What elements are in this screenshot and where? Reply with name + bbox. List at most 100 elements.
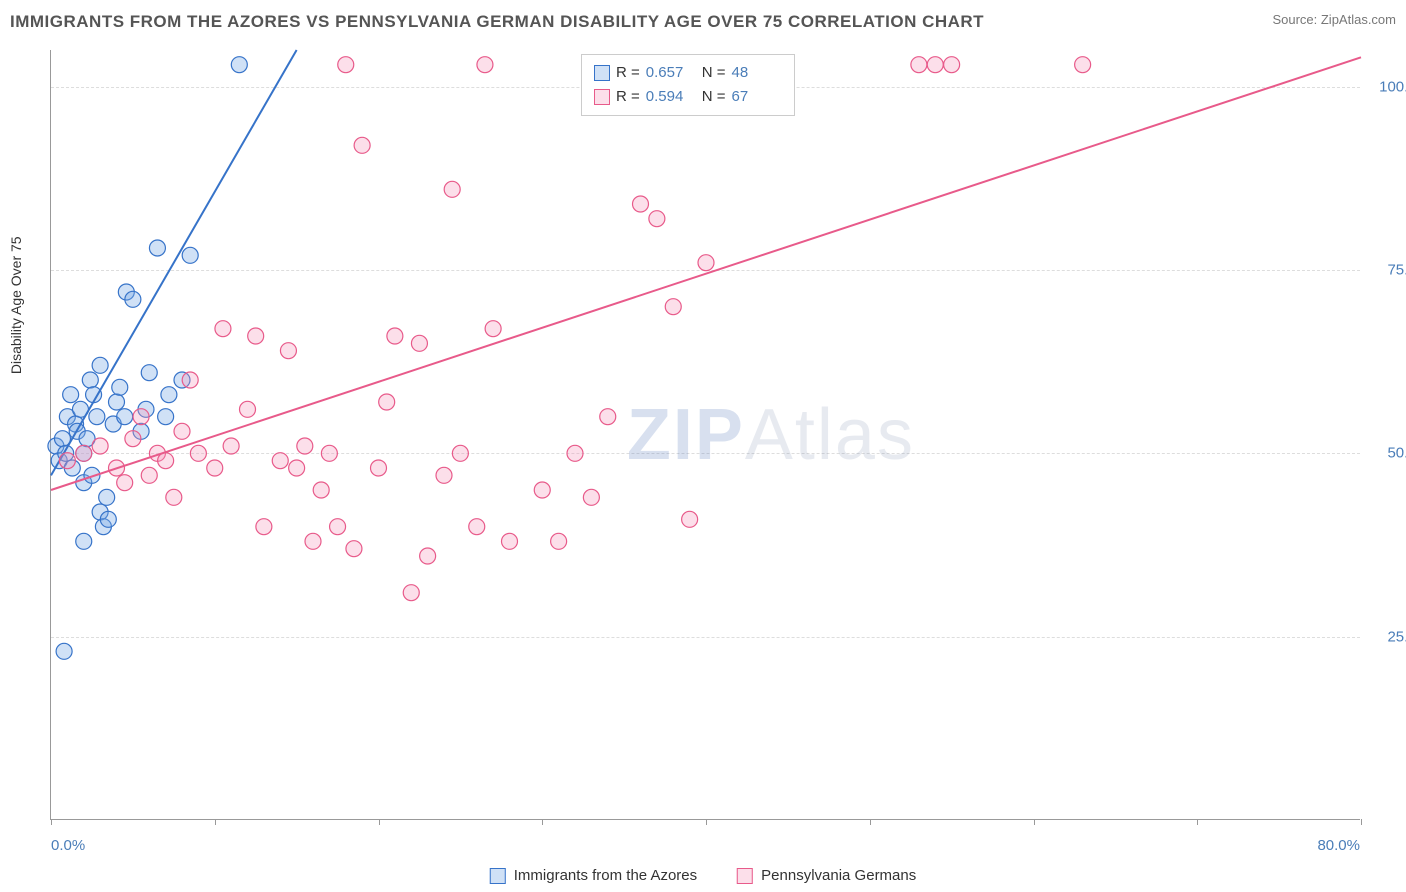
scatter-point [149, 240, 165, 256]
legend-swatch [737, 868, 753, 884]
legend-swatch [594, 65, 610, 81]
scatter-point [109, 394, 125, 410]
scatter-point [1075, 57, 1091, 73]
source-label: Source: [1272, 12, 1320, 27]
x-axis-min: 0.0% [51, 837, 85, 854]
scatter-point [698, 255, 714, 271]
scatter-point [436, 467, 452, 483]
scatter-point [444, 181, 460, 197]
scatter-point [231, 57, 247, 73]
r-value: 0.657 [646, 61, 696, 85]
scatter-point [182, 372, 198, 388]
x-axis-max: 80.0% [1317, 837, 1360, 854]
scatter-svg [51, 50, 1360, 819]
scatter-point [403, 585, 419, 601]
n-value: 67 [732, 85, 782, 109]
scatter-point [89, 409, 105, 425]
scatter-point [600, 409, 616, 425]
source-attribution: Source: ZipAtlas.com [1272, 12, 1396, 27]
x-tick-mark [1197, 819, 1198, 825]
scatter-point [502, 533, 518, 549]
n-label: N = [702, 85, 726, 109]
x-tick-mark [215, 819, 216, 825]
scatter-point [117, 409, 133, 425]
scatter-point [927, 57, 943, 73]
series-label: Immigrants from the Azores [514, 867, 697, 884]
legend-swatch [490, 868, 506, 884]
chart-title: IMMIGRANTS FROM THE AZORES VS PENNSYLVAN… [10, 12, 984, 32]
scatter-point [469, 519, 485, 535]
x-axis-labels: 0.0% 80.0% [51, 837, 1360, 854]
x-tick-mark [1361, 819, 1362, 825]
chart-plot-area: Disability Age Over 75 25.0%50.0%75.0%10… [50, 50, 1360, 820]
scatter-point [182, 247, 198, 263]
scatter-point [256, 519, 272, 535]
scatter-point [63, 387, 79, 403]
scatter-point [665, 299, 681, 315]
y-axis-label: Disability Age Over 75 [8, 236, 24, 374]
scatter-point [297, 438, 313, 454]
scatter-point [534, 482, 550, 498]
legend-row: R =0.657N =48 [594, 61, 782, 85]
scatter-point [485, 321, 501, 337]
x-tick-mark [870, 819, 871, 825]
bottom-legend-item: Pennsylvania Germans [737, 867, 916, 884]
scatter-point [452, 445, 468, 461]
scatter-point [248, 328, 264, 344]
scatter-point [166, 489, 182, 505]
scatter-point [207, 460, 223, 476]
scatter-point [158, 453, 174, 469]
scatter-point [633, 196, 649, 212]
scatter-point [420, 548, 436, 564]
scatter-point [387, 328, 403, 344]
scatter-point [100, 511, 116, 527]
scatter-point [280, 343, 296, 359]
legend-row: R =0.594N =67 [594, 85, 782, 109]
r-label: R = [616, 61, 640, 85]
scatter-point [338, 57, 354, 73]
r-label: R = [616, 85, 640, 109]
header: IMMIGRANTS FROM THE AZORES VS PENNSYLVAN… [10, 12, 1396, 32]
r-value: 0.594 [646, 85, 696, 109]
series-label: Pennsylvania Germans [761, 867, 916, 884]
y-tick-label: 100.0% [1379, 78, 1406, 95]
scatter-point [944, 57, 960, 73]
scatter-point [911, 57, 927, 73]
scatter-point [82, 372, 98, 388]
x-tick-mark [51, 819, 52, 825]
scatter-point [477, 57, 493, 73]
scatter-point [305, 533, 321, 549]
scatter-point [313, 482, 329, 498]
scatter-point [215, 321, 231, 337]
y-tick-label: 50.0% [1387, 445, 1406, 462]
scatter-point [174, 423, 190, 439]
scatter-point [161, 387, 177, 403]
scatter-point [125, 431, 141, 447]
x-tick-mark [542, 819, 543, 825]
scatter-point [141, 467, 157, 483]
scatter-point [56, 643, 72, 659]
y-tick-label: 25.0% [1387, 628, 1406, 645]
scatter-point [92, 438, 108, 454]
scatter-point [190, 445, 206, 461]
scatter-point [371, 460, 387, 476]
scatter-point [321, 445, 337, 461]
scatter-point [551, 533, 567, 549]
scatter-point [649, 211, 665, 227]
scatter-point [141, 365, 157, 381]
scatter-point [76, 533, 92, 549]
scatter-point [133, 409, 149, 425]
trend-line [51, 57, 1361, 490]
x-tick-mark [379, 819, 380, 825]
scatter-point [583, 489, 599, 505]
scatter-point [223, 438, 239, 454]
legend-swatch [594, 89, 610, 105]
x-tick-mark [706, 819, 707, 825]
y-tick-label: 75.0% [1387, 262, 1406, 279]
scatter-point [272, 453, 288, 469]
scatter-point [59, 453, 75, 469]
bottom-legend-item: Immigrants from the Azores [490, 867, 697, 884]
n-value: 48 [732, 61, 782, 85]
scatter-point [330, 519, 346, 535]
scatter-point [125, 291, 141, 307]
